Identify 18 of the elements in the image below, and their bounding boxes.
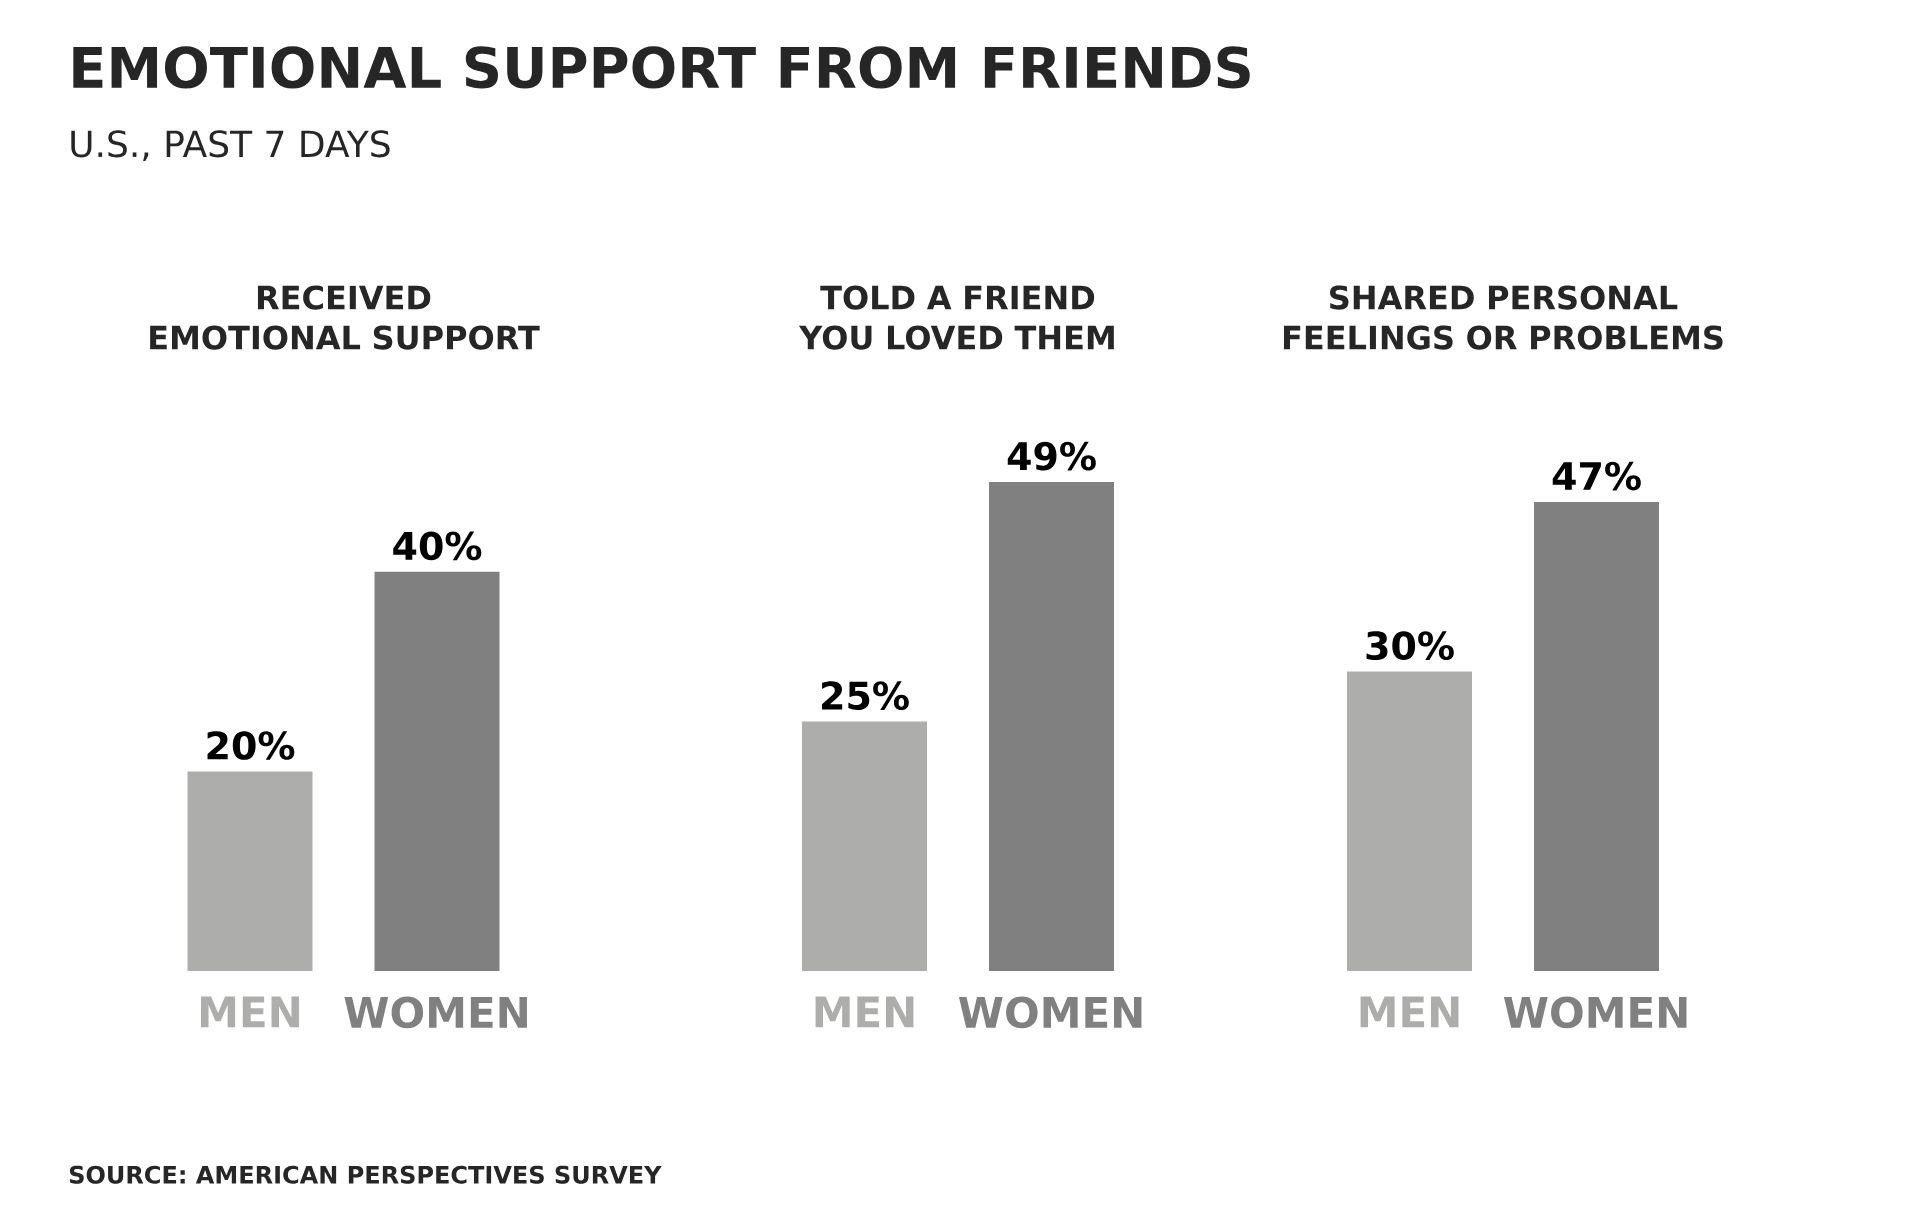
- data-label: 47%: [1552, 461, 1641, 491]
- chart-title: RECEIVED EMOTIONAL SUPPORT: [150, 285, 540, 350]
- x-tick-label: MEN: [201, 996, 299, 1028]
- chart-title: SHARED PERSONAL FEELINGS OR PROBLEMS: [1283, 285, 1723, 350]
- chart-title: TOLD A FRIEND YOU LOVED THEM: [798, 285, 1114, 350]
- x-tick-label: MEN: [815, 996, 914, 1028]
- data-label: 40%: [393, 531, 482, 561]
- source-note: SOURCE: AMERICAN PERSPECTIVES SURVEY: [69, 1165, 662, 1184]
- data-label: 49%: [1007, 441, 1096, 471]
- x-tick-label: WOMEN: [344, 996, 527, 1029]
- data-label: 25%: [822, 681, 909, 710]
- x-tick-label: MEN: [1360, 996, 1459, 1028]
- x-tick-label: WOMEN: [958, 996, 1142, 1029]
- x-tick-label: WOMEN: [1503, 996, 1687, 1029]
- text: U.S., PAST 7 DAYS: [71, 130, 390, 162]
- data-label: 20%: [207, 731, 295, 760]
- text: EMOTIONAL SUPPORT FROM FRIENDS: [73, 46, 1250, 89]
- data-label: 30%: [1366, 631, 1454, 661]
